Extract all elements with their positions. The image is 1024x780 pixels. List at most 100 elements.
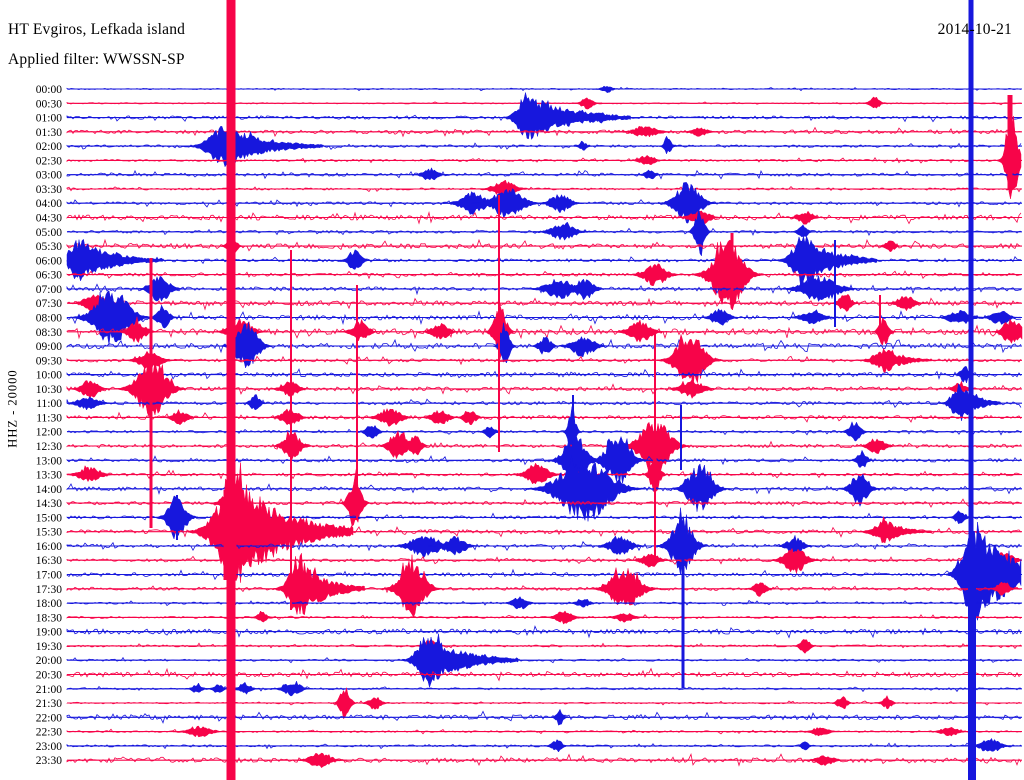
event-blob xyxy=(857,515,932,544)
time-label: 19:30 xyxy=(36,641,62,653)
event-blob xyxy=(529,336,561,355)
event-blob xyxy=(658,135,678,155)
trace-noise xyxy=(66,625,1022,639)
trace-noise xyxy=(66,398,1022,408)
event-blob xyxy=(272,552,365,616)
clipped-event-stripe xyxy=(498,195,500,452)
event-blob xyxy=(790,224,816,237)
event-blob xyxy=(270,680,314,697)
event-blob xyxy=(115,316,159,344)
time-label: 20:30 xyxy=(36,670,62,682)
time-label: 19:00 xyxy=(36,627,62,639)
clipped-event-stripe xyxy=(681,545,685,688)
clipped-event-stripe xyxy=(226,0,236,780)
time-label: 16:30 xyxy=(36,555,62,567)
event-blob xyxy=(427,536,483,556)
trace-noise xyxy=(66,270,1022,280)
trace-noise xyxy=(66,238,1022,252)
trace-noise xyxy=(66,310,1022,326)
time-label: 20:00 xyxy=(36,655,62,667)
event-blob xyxy=(161,408,199,426)
trace-noise xyxy=(66,753,1022,767)
event-blob xyxy=(187,462,354,583)
event-blob xyxy=(849,449,875,468)
time-label: 18:30 xyxy=(36,612,62,624)
trace-noise xyxy=(66,599,1022,607)
trace-noise xyxy=(66,700,1022,706)
time-label: 01:00 xyxy=(36,113,62,125)
event-blob xyxy=(855,438,899,454)
clipped-event-stripe xyxy=(834,240,836,327)
event-blob xyxy=(362,407,418,427)
event-blob xyxy=(555,335,611,358)
event-blob xyxy=(952,366,978,384)
event-blob xyxy=(945,521,1022,625)
event-blob xyxy=(687,208,713,257)
event-blob xyxy=(965,737,1015,752)
event-blob xyxy=(792,638,818,654)
event-blob xyxy=(524,454,646,522)
event-blob xyxy=(135,275,185,302)
clipped-event-stripe xyxy=(968,0,974,780)
event-blob xyxy=(454,410,486,426)
time-label: 05:00 xyxy=(36,227,62,239)
trace-noise xyxy=(66,742,1022,750)
clipped-event-stripe xyxy=(572,395,574,434)
event-blob xyxy=(857,348,932,374)
event-blob xyxy=(381,554,443,618)
event-blob xyxy=(502,92,631,141)
time-label: 12:30 xyxy=(36,441,62,453)
time-label: 00:00 xyxy=(36,84,62,96)
event-blob xyxy=(691,239,765,311)
trace-noise xyxy=(66,614,1022,621)
event-blob xyxy=(786,210,824,225)
event-blob xyxy=(411,167,449,181)
event-blob xyxy=(784,309,840,325)
event-blob xyxy=(563,278,607,301)
time-label: 04:00 xyxy=(36,198,62,210)
event-blob xyxy=(628,553,672,568)
event-blob xyxy=(400,633,519,689)
trace-noise xyxy=(66,440,1022,450)
time-label: 17:00 xyxy=(36,570,62,582)
event-blob xyxy=(501,596,539,610)
time-label: 02:00 xyxy=(36,141,62,153)
channel-axis-label: HHZ - 20000 xyxy=(5,369,20,448)
event-blob xyxy=(928,727,972,737)
event-blob xyxy=(339,249,371,270)
trace-noise xyxy=(66,411,1022,423)
time-label: 16:00 xyxy=(36,541,62,553)
clipped-event-stripe xyxy=(223,490,237,580)
event-blob xyxy=(669,463,731,512)
clipped-event-stripe xyxy=(680,405,682,470)
time-label: 02:30 xyxy=(36,155,62,167)
filter-label: Applied filter: WWSSN-SP xyxy=(8,51,185,68)
time-label: 23:30 xyxy=(36,755,62,767)
event-blob xyxy=(219,322,275,369)
event-blob xyxy=(68,380,112,400)
trace-noise xyxy=(66,656,1021,664)
event-blob xyxy=(205,684,231,693)
event-blob xyxy=(614,125,676,138)
event-blob xyxy=(978,310,1022,325)
event-blob xyxy=(654,507,710,576)
time-label: 05:30 xyxy=(36,241,62,253)
clipped-event-stripe xyxy=(654,330,656,560)
event-blob xyxy=(66,238,164,282)
clipped-event-stripe xyxy=(149,258,153,528)
time-label: 01:30 xyxy=(36,127,62,139)
event-blob xyxy=(477,426,503,439)
event-blob xyxy=(839,421,871,442)
time-label: 15:30 xyxy=(36,527,62,539)
event-blob xyxy=(399,435,431,456)
event-blob xyxy=(567,598,599,608)
time-label: 07:00 xyxy=(36,284,62,296)
event-blob xyxy=(544,739,570,753)
time-label: 14:00 xyxy=(36,484,62,496)
event-blob xyxy=(418,409,462,424)
event-blob xyxy=(777,274,863,302)
event-blob xyxy=(66,465,117,483)
event-blob xyxy=(550,708,570,726)
event-blob xyxy=(172,725,228,738)
